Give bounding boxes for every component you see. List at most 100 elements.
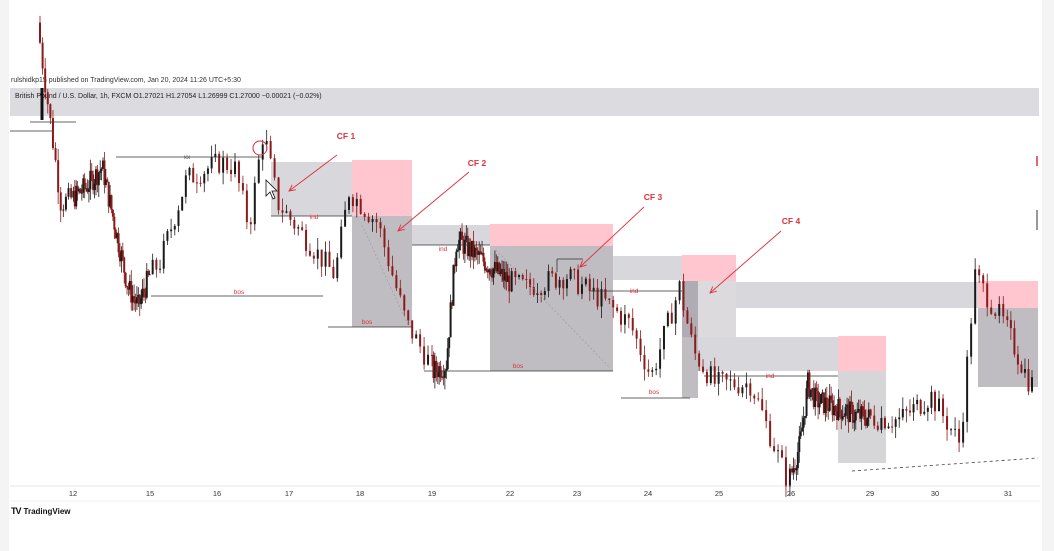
candle-body <box>118 252 121 262</box>
candle-body <box>804 416 807 418</box>
candle-body <box>805 388 808 417</box>
candle-body <box>830 395 833 401</box>
candle-body <box>833 406 836 416</box>
candle-body <box>316 249 319 259</box>
candle-body <box>347 197 350 210</box>
candle-body <box>558 279 561 288</box>
candle-body <box>104 179 107 185</box>
candle-body <box>80 192 83 194</box>
candle-body <box>592 287 595 292</box>
candle-body <box>814 387 817 407</box>
candle-body <box>277 177 280 211</box>
candle-body <box>869 409 872 416</box>
candle-body <box>674 300 677 324</box>
candle-body <box>67 188 70 197</box>
candle-body <box>144 292 147 298</box>
candle-body <box>841 416 844 420</box>
candle-body <box>588 278 591 292</box>
candle-body <box>39 22 41 43</box>
candle-body <box>848 401 851 423</box>
candle-body <box>1016 354 1019 365</box>
structure-label-bos: bos <box>649 389 660 396</box>
candle-body <box>476 250 479 255</box>
cf1-zone <box>271 162 352 216</box>
candle-body <box>138 294 141 305</box>
candle-body <box>340 226 343 258</box>
candle-body <box>994 313 997 316</box>
candle-body <box>181 196 184 211</box>
structure-label-bos: bos <box>362 319 373 326</box>
candle-body <box>99 170 102 173</box>
candle-body <box>230 169 233 175</box>
candle-body <box>495 261 498 272</box>
tradingview-logo: TV TradingView <box>11 506 71 516</box>
candle-body <box>825 397 828 409</box>
candle-body <box>856 411 859 413</box>
cf1-arrow-head <box>288 184 296 192</box>
structure-label-bos: bos <box>234 289 245 296</box>
candle-body <box>453 264 456 267</box>
candle-body <box>92 174 95 191</box>
candle-body <box>806 372 809 389</box>
candle-body <box>631 318 634 331</box>
candle-body <box>521 275 524 280</box>
candle-body <box>1027 369 1030 392</box>
candle-body <box>799 431 802 437</box>
candle-body <box>580 284 583 294</box>
candle-body <box>792 468 795 473</box>
x-tick-label: 19 <box>428 489 436 498</box>
candle-body <box>170 229 173 232</box>
structure-label-ind: ind <box>766 373 775 380</box>
candle-body <box>472 240 475 258</box>
candle-body <box>670 312 673 324</box>
x-tick-label: 12 <box>69 489 77 498</box>
candle-body <box>547 271 550 292</box>
candle-body <box>887 426 890 429</box>
candle-body <box>784 457 787 487</box>
candle-body <box>126 286 129 288</box>
candle-body <box>151 259 154 275</box>
structure-label-xx: xx <box>184 154 191 161</box>
left-edge <box>0 0 9 551</box>
candle-body <box>435 360 438 372</box>
candle-body <box>818 403 821 408</box>
candle-body <box>241 183 244 191</box>
candle-body <box>840 410 843 420</box>
candle-body <box>998 304 1001 316</box>
cf2-arrow-head <box>397 224 405 232</box>
x-tick-label: 24 <box>644 489 652 498</box>
candle-body <box>407 310 410 321</box>
candle-body <box>489 269 492 275</box>
candle-body <box>461 231 464 240</box>
candle-body <box>828 395 831 411</box>
candle-body <box>713 366 716 384</box>
candle-body <box>72 190 75 198</box>
candle-body <box>419 334 422 347</box>
candle-body <box>237 161 240 184</box>
candle-body <box>375 219 378 223</box>
candle-body <box>485 269 488 271</box>
candle-body <box>862 406 865 411</box>
candle-body <box>399 288 402 296</box>
candle-body <box>1031 377 1033 392</box>
candle-body <box>395 275 398 289</box>
candle-body <box>87 189 90 192</box>
candle-body <box>441 376 444 378</box>
candle-body <box>565 279 568 289</box>
candle-body <box>773 446 776 452</box>
candle-body <box>479 251 482 255</box>
candle-body <box>705 371 708 384</box>
candle-body <box>753 395 756 399</box>
candle-body <box>46 92 49 105</box>
structure-label-bos: bos <box>513 363 524 370</box>
candle-body <box>510 271 513 292</box>
candle-body <box>173 225 176 230</box>
structure-label-ind: ind <box>310 214 319 221</box>
candle-body <box>443 371 446 378</box>
candle-body <box>798 436 801 453</box>
candle-body <box>273 158 276 178</box>
cursor-icon <box>265 179 278 200</box>
candle-body <box>336 257 339 279</box>
candle-body <box>44 68 47 93</box>
